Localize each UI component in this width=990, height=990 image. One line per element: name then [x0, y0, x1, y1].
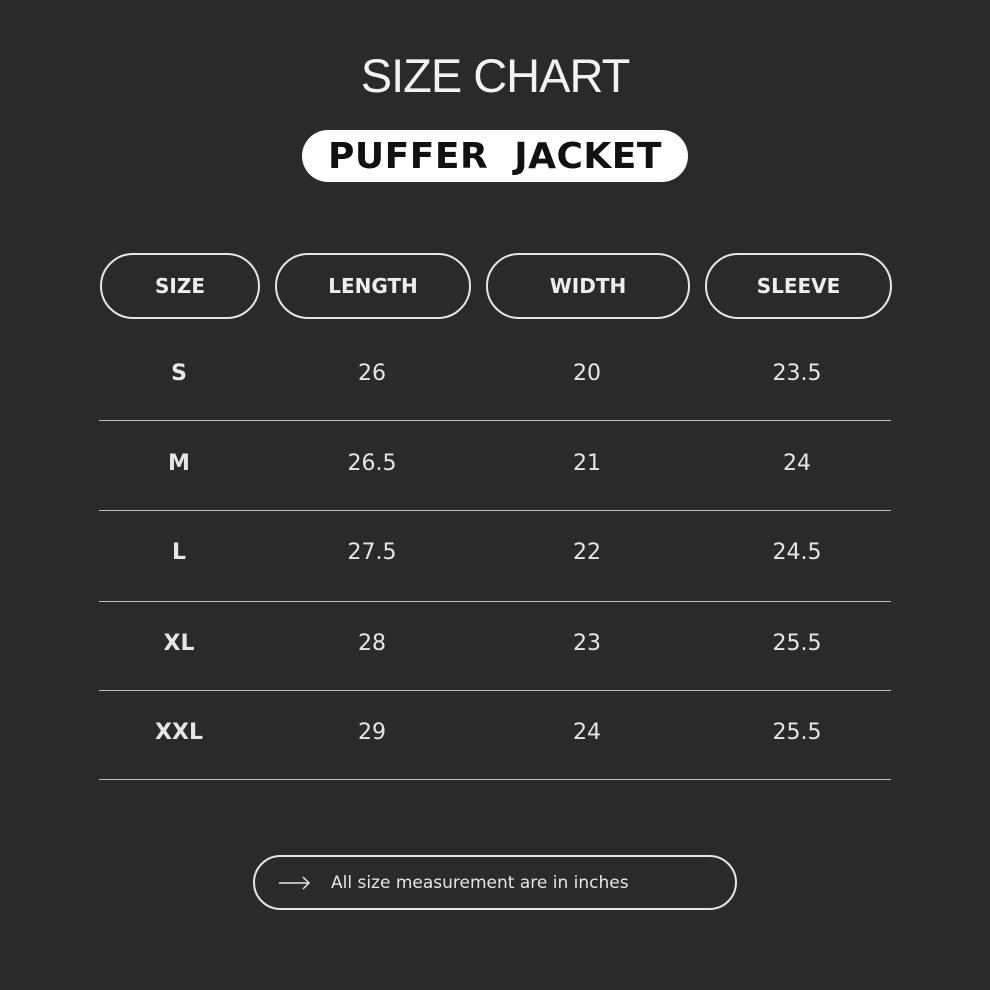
row-divider: [99, 510, 891, 511]
measurement-cell: 26: [358, 361, 386, 386]
column-header-width: WIDTH: [486, 253, 690, 319]
product-name: PUFFER JACKET: [328, 135, 662, 177]
arrow-right-icon: [279, 875, 311, 890]
measurement-cell: 25.5: [772, 720, 822, 745]
product-name-badge: PUFFER JACKET: [302, 130, 688, 182]
size-label: XXL: [155, 720, 203, 745]
column-header-length: LENGTH: [275, 253, 471, 319]
measurement-cell: 24.5: [772, 540, 822, 565]
measurement-cell: 24: [573, 720, 601, 745]
measurement-cell: 22: [573, 540, 601, 565]
measurement-cell: 27.5: [347, 540, 397, 565]
size-label: XL: [163, 631, 195, 656]
measurement-cell: 23.5: [772, 361, 822, 386]
size-label: S: [171, 361, 187, 386]
units-note-text: All size measurement are in inches: [331, 872, 629, 893]
column-header-sleeve: SLEEVE: [705, 253, 892, 319]
size-label: L: [171, 540, 187, 565]
measurement-cell: 25.5: [772, 631, 822, 656]
measurement-cell: 29: [358, 720, 386, 745]
row-divider: [99, 420, 891, 421]
measurement-cell: 26.5: [347, 451, 397, 476]
measurement-cell: 24: [783, 451, 811, 476]
row-divider: [99, 779, 891, 780]
row-divider: [99, 690, 891, 691]
column-header-size: SIZE: [100, 253, 260, 319]
measurement-cell: 21: [573, 451, 601, 476]
row-divider: [99, 601, 891, 602]
size-label: M: [168, 451, 190, 476]
measurement-cell: 23: [573, 631, 601, 656]
units-note: All size measurement are in inches: [253, 855, 737, 910]
page-title: SIZE CHART: [360, 49, 631, 102]
measurement-cell: 20: [573, 361, 601, 386]
measurement-cell: 28: [358, 631, 386, 656]
